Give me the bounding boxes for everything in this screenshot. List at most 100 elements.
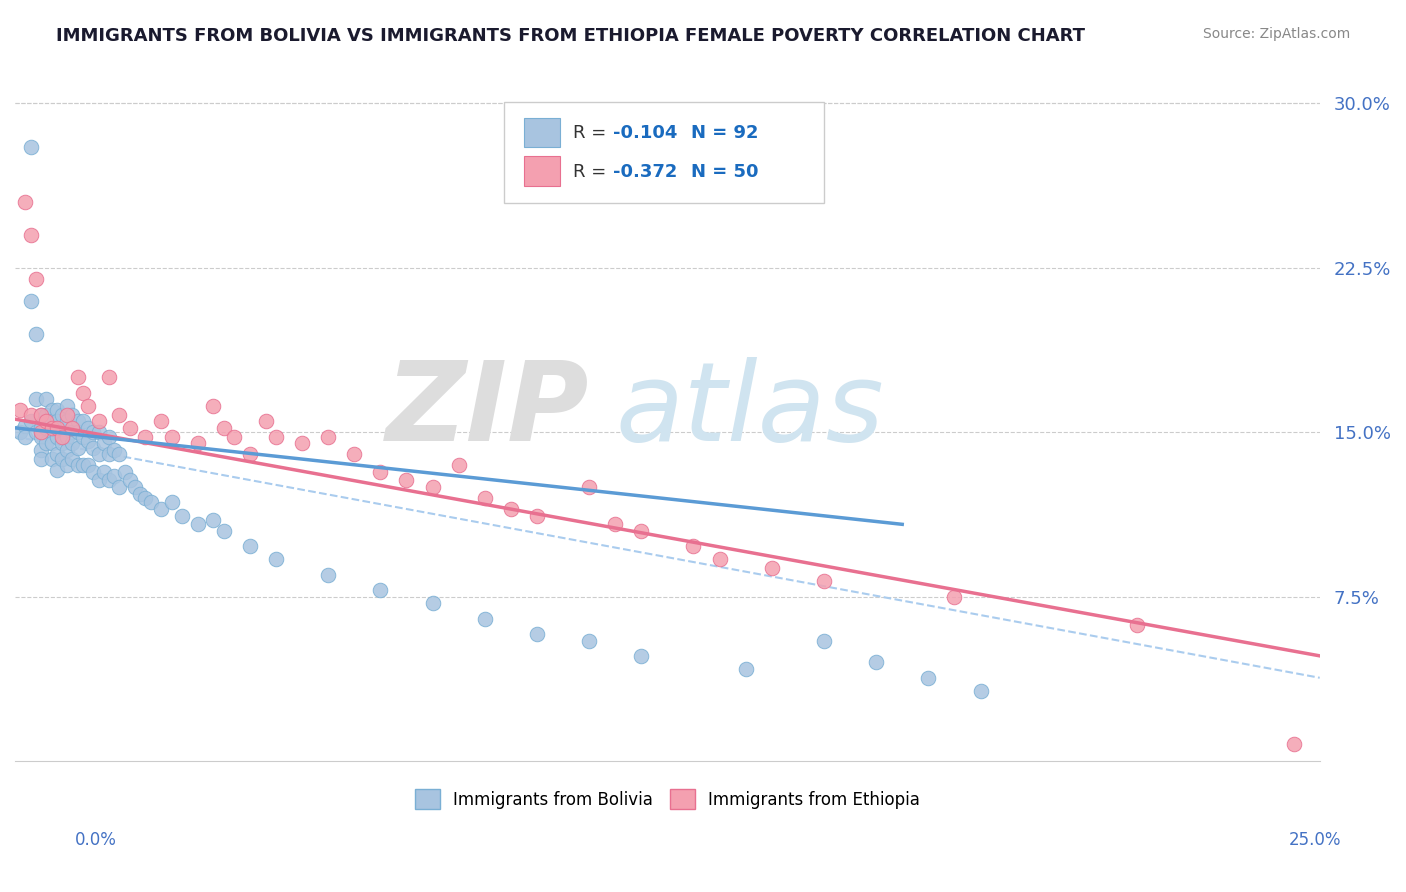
Point (97, 370, 120, 384)
Point (30, 408, 52, 422)
Point (187, 517, 209, 532)
Point (41, 451, 63, 466)
Point (124, 480, 146, 494)
Text: N = 92: N = 92 (690, 124, 758, 142)
Point (239, 539, 262, 553)
Point (25, 425, 48, 440)
Point (97, 474, 120, 488)
Text: R =: R = (574, 124, 613, 142)
Point (51, 430, 73, 444)
Point (41, 436, 63, 450)
Point (35, 414, 58, 428)
Point (35, 408, 58, 422)
Point (150, 414, 173, 428)
Point (422, 480, 444, 494)
Text: -0.104: -0.104 (613, 124, 676, 142)
Point (422, 596, 444, 610)
Point (45, 462, 67, 476)
Point (66, 425, 89, 440)
Point (150, 502, 173, 516)
Point (291, 436, 314, 450)
Point (134, 491, 156, 505)
Point (56, 399, 79, 413)
Point (56, 414, 79, 428)
Point (45, 414, 67, 428)
Point (25, 326, 48, 341)
Point (51, 436, 73, 450)
Point (72, 385, 94, 400)
Point (264, 430, 287, 444)
Point (14, 418, 37, 433)
Point (8, 425, 31, 440)
Point (1282, 737, 1305, 751)
Point (82, 425, 104, 440)
Point (8, 403, 31, 417)
Point (72, 458, 94, 472)
Point (30, 425, 52, 440)
Point (45, 430, 67, 444)
Point (97, 447, 120, 461)
Point (969, 684, 991, 698)
Point (25, 392, 48, 407)
Point (578, 480, 600, 494)
Point (212, 421, 235, 435)
Point (60, 425, 83, 440)
Point (103, 469, 125, 483)
Point (264, 552, 287, 566)
Point (35, 436, 58, 450)
Point (87, 414, 110, 428)
Point (917, 671, 939, 685)
Point (45, 403, 67, 417)
Point (30, 421, 52, 435)
Text: Source: ZipAtlas.com: Source: ZipAtlas.com (1202, 27, 1350, 41)
Point (51, 421, 73, 435)
Text: -0.372: -0.372 (613, 163, 676, 181)
Point (943, 590, 966, 604)
Text: 25.0%: 25.0% (1288, 831, 1341, 849)
Point (134, 430, 156, 444)
Text: ZIP: ZIP (385, 357, 589, 464)
Point (30, 408, 52, 422)
Point (139, 495, 162, 509)
Point (578, 633, 600, 648)
Point (395, 474, 418, 488)
Point (72, 414, 94, 428)
Point (447, 458, 470, 472)
Point (60, 421, 83, 435)
Point (108, 408, 131, 422)
Point (813, 574, 835, 589)
Point (66, 441, 89, 455)
Point (212, 524, 235, 538)
Point (526, 508, 548, 523)
Point (474, 491, 496, 505)
Legend: Immigrants from Bolivia, Immigrants from Ethiopia: Immigrants from Bolivia, Immigrants from… (408, 782, 927, 816)
Point (118, 421, 141, 435)
Point (41, 425, 63, 440)
Point (316, 567, 339, 582)
Point (343, 447, 366, 461)
Point (77, 421, 100, 435)
Point (630, 524, 652, 538)
FancyBboxPatch shape (505, 102, 824, 203)
Point (20, 293, 42, 308)
Point (35, 421, 58, 435)
Point (66, 414, 89, 428)
Point (761, 561, 783, 575)
Point (41, 403, 63, 417)
Point (51, 451, 73, 466)
Point (118, 474, 141, 488)
Point (1126, 618, 1149, 632)
Point (60, 408, 83, 422)
Point (202, 513, 225, 527)
Point (41, 421, 63, 435)
Point (82, 441, 104, 455)
Point (474, 611, 496, 625)
Point (20, 408, 42, 422)
Text: atlas: atlas (616, 357, 884, 464)
Point (370, 465, 392, 479)
Point (160, 430, 183, 444)
Point (734, 662, 756, 676)
Point (87, 474, 110, 488)
Point (97, 430, 120, 444)
Text: 0.0%: 0.0% (75, 831, 117, 849)
